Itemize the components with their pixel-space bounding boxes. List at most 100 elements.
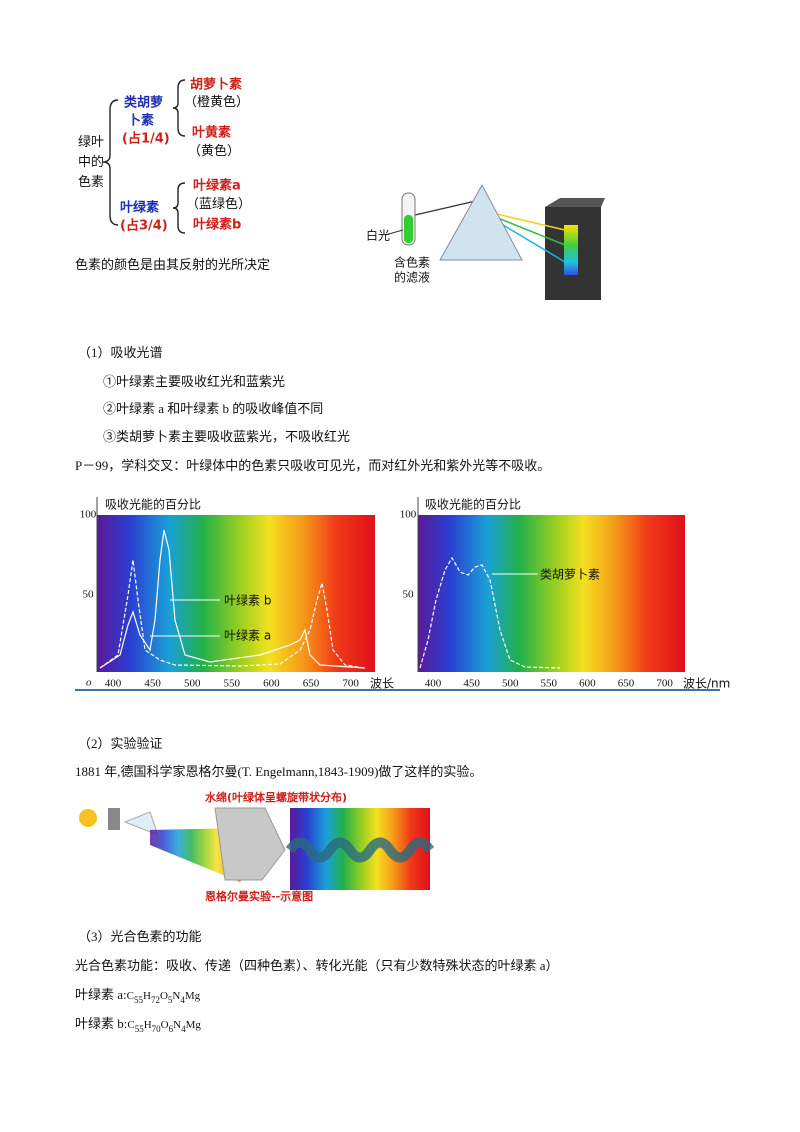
filtrate-label: 的滤液 <box>394 270 430 285</box>
point: ②叶绿素 a 和叶绿素 b 的吸收峰值不同 <box>103 401 323 416</box>
paragraph: 光合色素功能：吸收、传递（四种色素）、转化光能（只有少数特殊状态的叶绿素 a） <box>75 958 559 973</box>
curve <box>99 529 366 669</box>
paragraph: 1881 年,德国科学家恩格尔曼(T. Engelmann,1843-1909)… <box>75 764 482 779</box>
element: Mg <box>186 1019 202 1031</box>
brace <box>172 182 186 234</box>
heading: （3）光合色素的功能 <box>78 929 202 944</box>
pigment-color: （橙黄色） <box>184 94 249 109</box>
curve <box>99 559 366 669</box>
prism <box>439 183 523 261</box>
chart-title: 吸收光能的百分比 <box>105 497 201 512</box>
x-tick-label: 600 <box>579 678 596 690</box>
pigment-name: 叶绿素a <box>193 178 241 194</box>
x-tick-label: 400 <box>425 678 442 690</box>
slit <box>108 808 120 830</box>
element: C <box>127 1019 134 1031</box>
group-name: 卜素 <box>128 113 154 129</box>
ray <box>487 213 566 246</box>
formula-label: 叶绿素 b: <box>75 1016 127 1031</box>
prism-diagram <box>384 183 605 300</box>
y-tick-label: 50 <box>403 589 415 601</box>
x-tick-label: 650 <box>303 678 320 690</box>
formula: 叶绿素 b:C55H70O6N4Mg <box>75 1016 201 1034</box>
x-tick-label: 400 <box>105 678 122 690</box>
group-name: 叶绿素 <box>120 200 159 216</box>
element: O <box>160 990 168 1002</box>
pigment-name: 叶黄素 <box>192 125 231 141</box>
element: N <box>173 1019 181 1031</box>
ray <box>487 211 566 231</box>
formula-label: 叶绿素 a: <box>75 987 127 1002</box>
element: H <box>144 1019 152 1031</box>
y-tick-label: 100 <box>80 509 97 521</box>
x-tick-label: 600 <box>263 678 280 690</box>
x-tick-label: 450 <box>144 678 161 690</box>
x-tick-label: 450 <box>463 678 480 690</box>
formula: 叶绿素 a:C55H72O5N4Mg <box>75 987 201 1005</box>
subscript: 72 <box>151 995 160 1005</box>
spectrum-strip <box>564 225 578 275</box>
point: ③类胡萝卜素主要吸收蓝紫光，不吸收红光 <box>103 429 350 444</box>
heading: （2）实验验证 <box>78 736 163 751</box>
x-tick-label: 500 <box>184 678 201 690</box>
helix <box>285 837 435 863</box>
subscript: 6 <box>169 1024 174 1034</box>
x-tick-label: 550 <box>541 678 558 690</box>
note: 色素的颜色是由其反射的光所决定 <box>75 257 270 272</box>
filtrate <box>404 215 413 243</box>
pigment-name: 叶绿素b <box>193 217 241 233</box>
subscript: 4 <box>181 1024 186 1034</box>
x-tick-label: 550 <box>224 678 241 690</box>
element: H <box>143 990 151 1002</box>
subscript: 4 <box>180 995 185 1005</box>
group-share: (占3/4) <box>120 218 168 234</box>
sun <box>79 809 97 827</box>
x-tick-label: 700 <box>342 678 359 690</box>
group-share: (占1/4) <box>122 131 170 147</box>
spectrum-background <box>97 515 375 672</box>
brace <box>172 79 186 137</box>
subscript: 55 <box>135 1024 145 1034</box>
x-tick-label: 500 <box>502 678 519 690</box>
curve-label: 类胡萝卜素 <box>540 568 600 582</box>
x-tick-label: 700 <box>656 678 673 690</box>
pigment-diagram <box>102 79 186 234</box>
absorption-chart <box>417 497 685 672</box>
curve-label: 叶绿素 b <box>224 593 271 608</box>
spectrum-background <box>418 515 685 672</box>
screen-top <box>545 198 605 207</box>
pigment-color: （黄色） <box>188 143 240 158</box>
pigment-name: 胡萝卜素 <box>190 77 242 93</box>
subscript: 55 <box>134 995 144 1005</box>
root-label: 色素 <box>78 174 104 189</box>
root-label: 绿叶 <box>78 134 104 149</box>
group-name: 类胡萝 <box>124 95 163 111</box>
element: O <box>161 1019 169 1031</box>
x-axis-label: 波长/nm <box>683 677 730 691</box>
prism <box>123 811 159 836</box>
ray <box>414 199 481 216</box>
light-label: 白光 <box>366 228 390 243</box>
element: N <box>172 990 180 1002</box>
experiment-figure <box>79 807 435 890</box>
x-axis-label: 波长 <box>370 677 394 691</box>
y-tick-label: 50 <box>83 589 95 601</box>
curve-label: 叶绿素 a <box>224 628 271 643</box>
curve <box>419 556 561 669</box>
element: C <box>127 990 134 1002</box>
pointer <box>384 229 404 236</box>
figure-caption: 恩格尔曼实验--示意图 <box>205 889 313 903</box>
root-label: 中的 <box>78 154 104 169</box>
point: ①叶绿素主要吸收红光和蓝紫光 <box>103 374 285 389</box>
heading: （1）吸收光谱 <box>78 345 163 360</box>
brace <box>102 99 119 226</box>
pigment-color: （蓝绿色） <box>186 196 251 211</box>
absorption-chart <box>96 497 375 672</box>
paragraph: P－99，学科交叉：叶绿体中的色素只吸收可见光，而对红外光和紫外光等不吸收。 <box>75 458 550 473</box>
chart-title: 吸收光能的百分比 <box>425 497 521 512</box>
figure-title: 水绵(叶绿体呈螺旋带状分布) <box>205 790 347 804</box>
element: Mg <box>185 990 201 1002</box>
x-tick-label: 650 <box>618 678 635 690</box>
